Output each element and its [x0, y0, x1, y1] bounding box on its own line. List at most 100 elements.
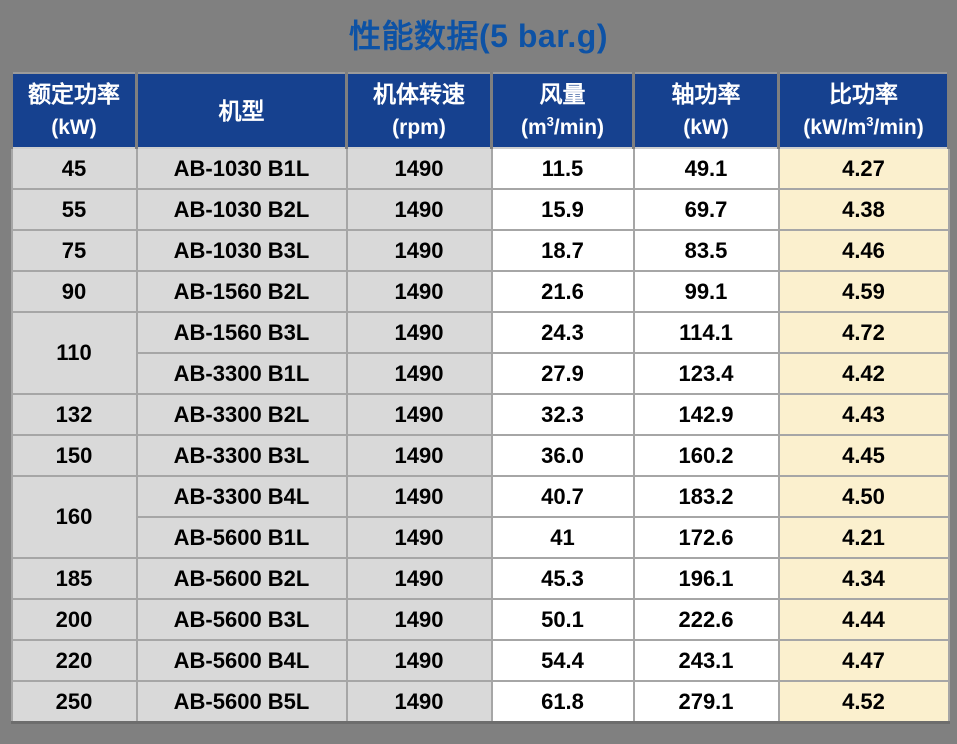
cell-specific-power: 4.52 [777, 680, 950, 724]
col-header-specific-power: 比功率 (kW/m3/min) [777, 73, 950, 149]
col-header-model: 机型 [135, 73, 348, 149]
cell-model: AB-5600 B3L [135, 598, 348, 641]
cell-speed: 1490 [345, 188, 493, 231]
cell-shaft-power: 196.1 [632, 557, 780, 600]
cell-air-flow: 40.7 [490, 475, 635, 518]
cell-model: AB-3300 B4L [135, 475, 348, 518]
header-unit: (rpm) [392, 116, 446, 139]
cell-shaft-power: 83.5 [632, 229, 780, 272]
header-unit: (m3/min) [520, 114, 605, 139]
cell-shaft-power: 114.1 [632, 311, 780, 354]
cell-speed: 1490 [345, 475, 493, 518]
cell-model: AB-5600 B2L [135, 557, 348, 600]
cell-rated-power: 250 [10, 680, 138, 724]
header-label: 机型 [218, 97, 265, 124]
cell-model: AB-3300 B1L [135, 352, 348, 395]
cell-specific-power: 4.46 [777, 229, 950, 272]
col-header-rated-power: 额定功率 (kW) [10, 73, 138, 149]
header-unit: (kW) [683, 116, 729, 139]
header-row: 额定功率 (kW) 机型 机体转速 (rpm) 风量 (m3/min) 轴功率 … [10, 73, 950, 149]
cell-shaft-power: 99.1 [632, 270, 780, 313]
cell-speed: 1490 [345, 147, 493, 190]
cell-rated-power: 185 [10, 557, 138, 600]
col-header-air-flow: 风量 (m3/min) [490, 73, 635, 149]
cell-speed: 1490 [345, 557, 493, 600]
cell-model: AB-3300 B2L [135, 393, 348, 436]
cell-specific-power: 4.44 [777, 598, 950, 641]
cell-shaft-power: 142.9 [632, 393, 780, 436]
cell-shaft-power: 123.4 [632, 352, 780, 395]
cell-air-flow: 24.3 [490, 311, 635, 354]
cell-air-flow: 21.6 [490, 270, 635, 313]
cell-specific-power: 4.47 [777, 639, 950, 682]
cell-specific-power: 4.72 [777, 311, 950, 354]
header-unit: (kW) [51, 116, 97, 139]
cell-model: AB-5600 B4L [135, 639, 348, 682]
cell-rated-power: 132 [10, 393, 138, 436]
cell-specific-power: 4.42 [777, 352, 950, 395]
col-header-shaft-power: 轴功率 (kW) [632, 73, 780, 149]
cell-air-flow: 54.4 [490, 639, 635, 682]
cell-shaft-power: 243.1 [632, 639, 780, 682]
header-label: 轴功率 [671, 81, 741, 107]
cell-air-flow: 15.9 [490, 188, 635, 231]
table-header: 额定功率 (kW) 机型 机体转速 (rpm) 风量 (m3/min) 轴功率 … [10, 73, 950, 149]
cell-model: AB-3300 B3L [135, 434, 348, 477]
cell-model: AB-1030 B2L [135, 188, 348, 231]
cell-air-flow: 61.8 [490, 680, 635, 724]
cell-specific-power: 4.21 [777, 516, 950, 559]
cell-speed: 1490 [345, 434, 493, 477]
cell-rated-power: 75 [10, 229, 138, 272]
cell-air-flow: 18.7 [490, 229, 635, 272]
cell-shaft-power: 49.1 [632, 147, 780, 190]
table-row: 150 AB-3300 B3L 1490 36.0 160.2 4.45 [10, 434, 950, 477]
cell-model: AB-1030 B3L [135, 229, 348, 272]
cell-specific-power: 4.34 [777, 557, 950, 600]
cell-speed: 1490 [345, 639, 493, 682]
header-label: 机体转速 [373, 81, 465, 107]
table-row: AB-3300 B1L 1490 27.9 123.4 4.42 [12, 352, 950, 395]
cell-specific-power: 4.50 [777, 475, 950, 518]
header-label: 比功率 [829, 81, 898, 107]
cell-model: AB-5600 B5L [135, 680, 348, 724]
col-header-speed: 机体转速 (rpm) [345, 73, 493, 149]
cell-air-flow: 41 [490, 516, 635, 559]
cell-rated-power: 200 [10, 598, 138, 641]
table-body: 45 AB-1030 B1L 1490 11.5 49.1 4.27 55 AB… [10, 147, 950, 724]
performance-table: 额定功率 (kW) 机型 机体转速 (rpm) 风量 (m3/min) 轴功率 … [10, 72, 950, 724]
table-row: 90 AB-1560 B2L 1490 21.6 99.1 4.59 [10, 270, 950, 313]
cell-rated-power: 220 [10, 639, 138, 682]
cell-speed: 1490 [345, 270, 493, 313]
cell-speed: 1490 [345, 311, 493, 354]
cell-speed: 1490 [345, 229, 493, 272]
cell-specific-power: 4.43 [777, 393, 950, 436]
cell-specific-power: 4.59 [777, 270, 950, 313]
header-label: 额定功率 [28, 81, 120, 107]
cell-rated-power: 150 [10, 434, 138, 477]
cell-air-flow: 27.9 [490, 352, 635, 395]
cell-shaft-power: 183.2 [632, 475, 780, 518]
cell-specific-power: 4.27 [777, 147, 950, 190]
cell-specific-power: 4.38 [777, 188, 950, 231]
cell-air-flow: 36.0 [490, 434, 635, 477]
cell-air-flow: 45.3 [490, 557, 635, 600]
cell-model: AB-1560 B2L [135, 270, 348, 313]
table-row: 110 AB-1560 B3L 1490 24.3 114.1 4.72 [10, 311, 950, 395]
cell-specific-power: 4.45 [777, 434, 950, 477]
table-row: AB-5600 B1L 1490 41 172.6 4.21 [12, 516, 950, 559]
cell-shaft-power: 69.7 [632, 188, 780, 231]
cell-speed: 1490 [345, 680, 493, 724]
table-row: 200 AB-5600 B3L 1490 50.1 222.6 4.44 [10, 598, 950, 641]
cell-air-flow: 32.3 [490, 393, 635, 436]
cell-air-flow: 50.1 [490, 598, 635, 641]
cell-shaft-power: 160.2 [632, 434, 780, 477]
cell-air-flow: 11.5 [490, 147, 635, 190]
cell-shaft-power: 172.6 [632, 516, 780, 559]
page-title: 性能数据(5 bar.g) [349, 18, 608, 54]
cell-speed: 1490 [345, 598, 493, 641]
table-row: 160 AB-3300 B4L 1490 40.7 183.2 4.50 [10, 475, 950, 559]
cell-model: AB-1030 B1L [135, 147, 348, 190]
header-label: 风量 [539, 81, 586, 107]
cell-rated-power: 55 [10, 188, 138, 231]
table-row: 132 AB-3300 B2L 1490 32.3 142.9 4.43 [10, 393, 950, 436]
